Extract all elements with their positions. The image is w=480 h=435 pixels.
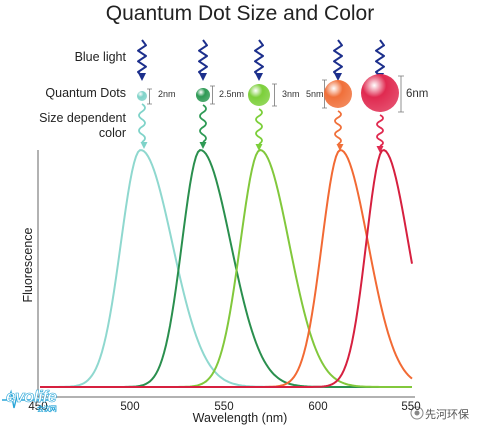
quantum-dot-sphere-icon xyxy=(361,74,399,112)
y-axis-label: Fluorescence xyxy=(21,227,35,303)
fluorescence-curve-series-5 xyxy=(40,149,413,388)
size-bracket-icon xyxy=(210,85,215,105)
emitted-color-wave-icon xyxy=(334,110,342,145)
x-tick-label: 550 xyxy=(214,401,234,413)
dot-size-label-2nm: 2nm xyxy=(158,89,176,99)
x-tick-label: 450 xyxy=(28,401,48,413)
quantum-dot-sphere-icon xyxy=(196,88,210,102)
dot-size-label-3nm: 3nm xyxy=(282,89,300,99)
size-dependent-label-2: color xyxy=(98,126,126,140)
dot-size-label-2-5nm: 2.5nm xyxy=(219,89,245,99)
blue-light-arrow-icon xyxy=(255,73,263,81)
blue-light-arrow-icon xyxy=(199,73,207,81)
emitted-color-arrow-icon xyxy=(140,142,148,149)
watermark-right-text: 先河环保 xyxy=(425,409,469,421)
quantum-dot-sphere-icon xyxy=(248,84,270,106)
size-bracket-icon xyxy=(147,88,152,105)
diagram-title: Quantum Dot Size and Color xyxy=(105,2,375,25)
emitted-color-wave-icon xyxy=(199,104,207,143)
emitted-color-wave-icon xyxy=(255,108,263,145)
watermark-right-logo-icon xyxy=(410,406,424,420)
blue-light-wave-icon xyxy=(198,39,208,77)
blue-light-wave-icon xyxy=(137,39,147,77)
blue-light-wave-icon xyxy=(375,39,385,77)
emitted-color-arrow-icon xyxy=(336,144,344,151)
dot-size-label-6nm: 6nm xyxy=(406,88,429,100)
watermark-left-text: evolife xyxy=(6,387,57,407)
blue-light-wave-icon xyxy=(333,39,343,77)
emitted-color-wave-icon xyxy=(138,103,146,143)
x-axis-label: Wavelength (nm) xyxy=(192,411,288,425)
watermark-wave-icon xyxy=(2,389,48,409)
size-bracket-icon xyxy=(398,75,404,113)
watermark-left-subtext: 会议网 xyxy=(36,406,57,413)
x-tick-label: 500 xyxy=(120,401,140,413)
emitted-color-arrow-icon xyxy=(199,142,207,149)
evolife-watermark-logo: evolife 会议网 xyxy=(6,387,57,414)
size-dependent-label: Size dependent xyxy=(39,111,126,125)
emitted-color-arrow-icon xyxy=(376,146,384,153)
blue-light-arrow-icon xyxy=(138,73,146,81)
quantum-dot-sphere-icon xyxy=(324,80,352,108)
blue-light-arrow-icon xyxy=(334,73,342,81)
x-tick-label: 550 xyxy=(401,401,421,413)
size-bracket-icon xyxy=(272,83,277,107)
emitted-color-arrow-icon xyxy=(255,144,263,151)
quantum-dot-sphere-icon xyxy=(137,91,147,101)
quantum-dots-label: Quantum Dots xyxy=(45,86,126,100)
x-tick-label: 600 xyxy=(308,401,328,413)
dot-size-label-5nm: 5nm xyxy=(306,89,324,99)
blue-light-label: Blue light xyxy=(74,50,126,64)
fluorescence-curve-series-4 xyxy=(40,149,413,388)
emitted-color-wave-icon xyxy=(376,114,384,147)
watermark-right-logo-dot-icon xyxy=(414,410,420,416)
blue-light-wave-icon xyxy=(254,39,264,77)
